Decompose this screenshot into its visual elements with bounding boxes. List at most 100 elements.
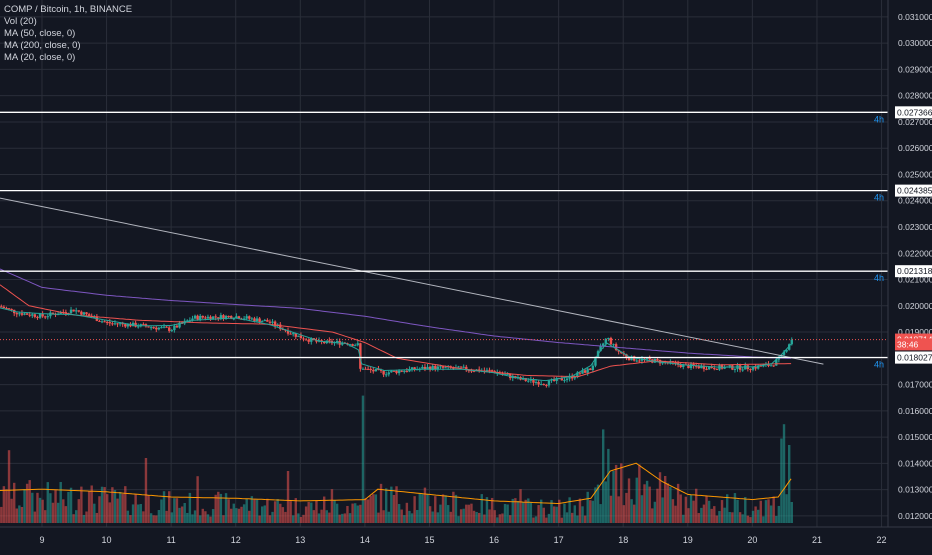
volume-bar: [217, 491, 220, 523]
volume-bar: [441, 494, 445, 523]
volume-bar: [472, 510, 476, 523]
price-tick-label: 0.031000: [898, 12, 932, 22]
volume-bar: [539, 499, 543, 523]
candle-body: [248, 316, 251, 319]
volume-bar: [415, 509, 419, 523]
candle-body: [648, 357, 651, 360]
volume-bar: [271, 511, 274, 523]
volume-bar: [261, 506, 264, 523]
volume-bar: [255, 499, 259, 523]
volume-bar: [235, 508, 238, 523]
candle-body: [589, 368, 592, 371]
candle-body: [759, 365, 762, 367]
price-tick-label: 0.029000: [898, 64, 932, 74]
candle-body: [124, 324, 127, 327]
candle-body: [204, 317, 207, 319]
candle-body: [457, 366, 460, 368]
volume-bar: [80, 486, 83, 523]
volume-bar: [38, 497, 42, 523]
volume-bar: [152, 515, 155, 523]
volume-bar: [87, 490, 91, 523]
volume-bar: [702, 504, 706, 523]
volume-bar: [731, 512, 734, 523]
candle-body: [162, 326, 166, 328]
candle-body: [710, 366, 713, 369]
candle-body: [408, 369, 411, 372]
time-tick-label: 20: [747, 535, 757, 545]
volume-bar: [663, 475, 667, 523]
candle-body: [266, 319, 269, 322]
volume-bar: [576, 515, 579, 523]
candle-body: [392, 370, 396, 372]
volume-bar: [439, 504, 442, 523]
candle-body: [85, 312, 88, 315]
candle-body: [294, 333, 297, 337]
volume-bar: [586, 491, 589, 523]
volume-bar: [359, 504, 362, 523]
candle-body: [470, 370, 473, 372]
candle-body: [733, 368, 737, 370]
volume-bar: [723, 507, 726, 523]
volume-bar: [470, 503, 473, 523]
candle-body: [211, 316, 215, 320]
volume-bar: [289, 501, 292, 523]
candle-body: [576, 372, 579, 378]
timeframe-label: 4h: [874, 360, 884, 370]
candle-body: [586, 368, 589, 373]
price-tick-label: 0.017000: [898, 380, 932, 390]
candle-body: [230, 316, 233, 319]
candle-body: [25, 313, 29, 315]
legend-ma50[interactable]: MA (50, close, 0): [4, 28, 76, 39]
candle-body: [700, 365, 703, 369]
volume-bar: [759, 500, 762, 523]
candle-body: [552, 379, 556, 381]
volume-bar: [366, 499, 370, 523]
candle-body: [421, 366, 424, 369]
volume-bar: [508, 515, 512, 523]
volume-bar: [679, 494, 682, 523]
volume-bar: [542, 507, 545, 523]
legend-ma20[interactable]: MA (20, close, 0): [4, 52, 76, 63]
volume-bar: [558, 499, 561, 523]
candle-body: [625, 354, 628, 358]
candle-body: [452, 367, 455, 369]
volume-bar: [658, 472, 662, 523]
candle-body: [51, 312, 55, 314]
legend-ma200[interactable]: MA (200, close, 0): [4, 40, 81, 51]
volume-bar: [183, 503, 186, 523]
volume-bar: [570, 512, 574, 523]
volume-bar: [245, 498, 248, 523]
candle-body: [64, 312, 68, 314]
legend-symbol[interactable]: COMP / Bitcoin, 1h, BINANCE: [4, 4, 133, 15]
volume-bar: [204, 511, 207, 523]
volume-bar: [23, 488, 26, 523]
volume-bar: [356, 505, 359, 523]
volume-bar: [348, 513, 352, 523]
volume-bar: [392, 494, 396, 523]
legend-volume[interactable]: Vol (20): [4, 16, 37, 27]
candle-body: [0, 306, 3, 308]
volume-bar: [124, 486, 127, 523]
candle-body: [632, 356, 636, 361]
volume-bar: [325, 510, 328, 523]
volume-bar: [568, 497, 571, 523]
volume-bar: [519, 489, 522, 523]
timeframe-label: 4h: [874, 114, 884, 124]
candle-body: [170, 330, 173, 332]
volume-bar: [632, 504, 636, 523]
volume-bar: [320, 509, 323, 523]
volume-bar: [607, 448, 610, 523]
volume-bar: [59, 482, 62, 523]
volume-bar: [738, 512, 742, 523]
candle-body: [157, 327, 161, 330]
time-tick-label: 17: [554, 535, 564, 545]
candle-body: [196, 315, 199, 320]
volume-bar: [622, 505, 626, 523]
candle-body: [374, 369, 378, 372]
price-tick-label: 0.022000: [898, 248, 932, 258]
ma20-line: [0, 307, 792, 382]
candle-body: [335, 340, 339, 343]
candle-body: [379, 369, 383, 371]
